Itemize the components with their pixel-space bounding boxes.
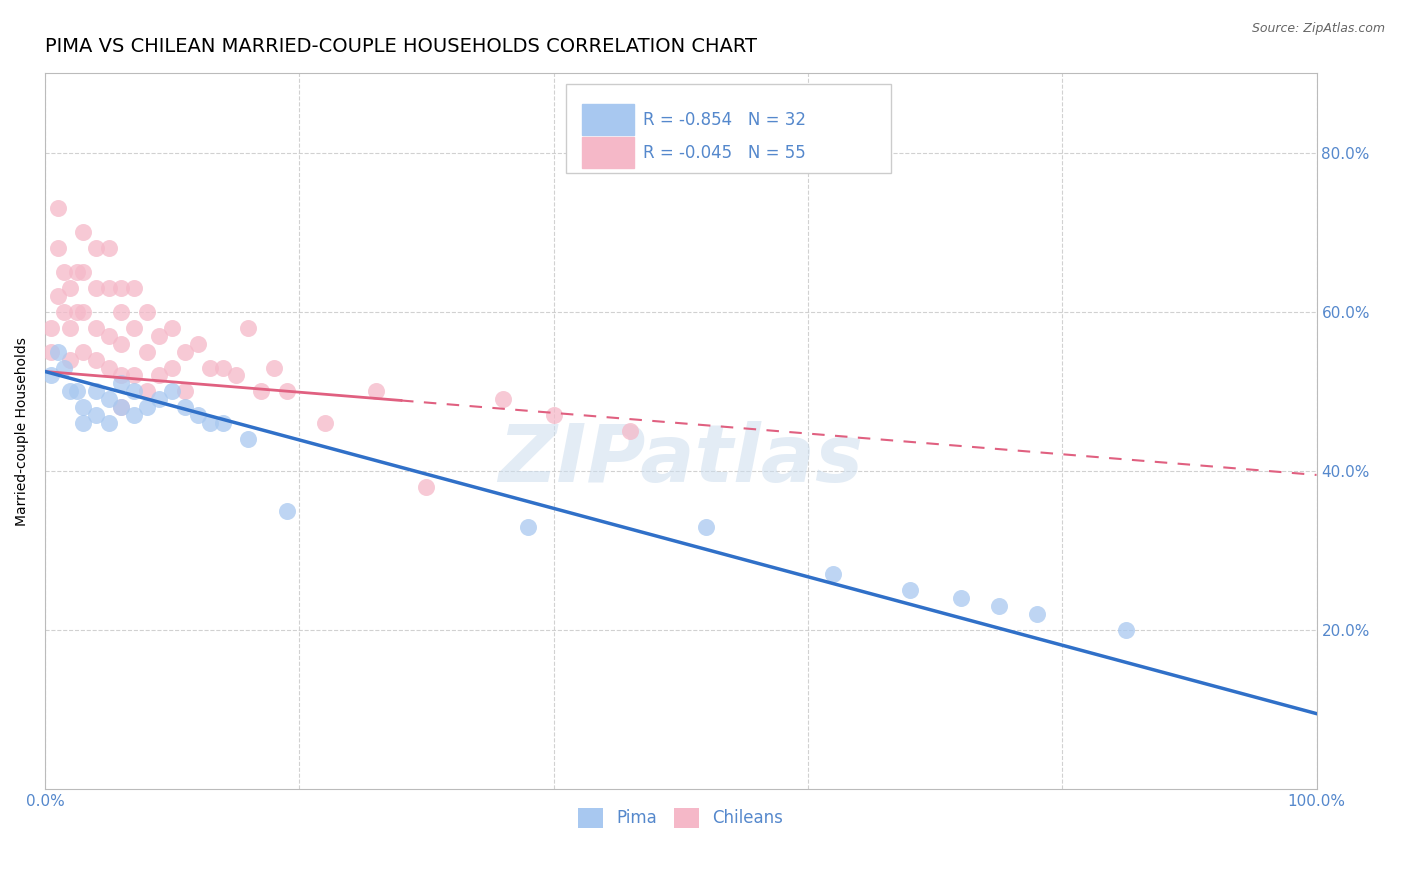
Point bbox=[84, 409, 107, 423]
Point bbox=[122, 368, 145, 383]
Point bbox=[200, 360, 222, 375]
Point bbox=[97, 392, 120, 407]
Point bbox=[66, 265, 89, 279]
Point bbox=[72, 265, 94, 279]
Point bbox=[72, 344, 94, 359]
Point bbox=[97, 328, 120, 343]
Text: R = -0.045   N = 55: R = -0.045 N = 55 bbox=[643, 144, 806, 161]
Point bbox=[276, 384, 298, 399]
Point bbox=[187, 409, 209, 423]
Point bbox=[492, 392, 515, 407]
Point bbox=[53, 305, 76, 319]
Point bbox=[97, 360, 120, 375]
FancyBboxPatch shape bbox=[567, 84, 890, 173]
Point bbox=[72, 416, 94, 430]
Point bbox=[46, 241, 69, 255]
Point bbox=[695, 519, 717, 533]
Point bbox=[949, 591, 972, 606]
Point bbox=[53, 265, 76, 279]
Point bbox=[84, 384, 107, 399]
Point bbox=[212, 416, 235, 430]
FancyBboxPatch shape bbox=[582, 136, 634, 169]
Point bbox=[173, 401, 195, 415]
Point bbox=[135, 344, 157, 359]
Point bbox=[110, 368, 132, 383]
Text: Source: ZipAtlas.com: Source: ZipAtlas.com bbox=[1251, 22, 1385, 36]
Point bbox=[987, 599, 1010, 614]
Point bbox=[110, 401, 132, 415]
Point bbox=[59, 352, 82, 367]
Point bbox=[110, 305, 132, 319]
Point bbox=[72, 225, 94, 239]
Point bbox=[122, 409, 145, 423]
Point bbox=[97, 281, 120, 295]
Point bbox=[41, 368, 63, 383]
Y-axis label: Married-couple Households: Married-couple Households bbox=[15, 337, 30, 525]
Point bbox=[84, 281, 107, 295]
Point bbox=[238, 320, 260, 334]
Legend: Pima, Chileans: Pima, Chileans bbox=[572, 801, 790, 835]
Text: ZIPatlas: ZIPatlas bbox=[498, 421, 863, 499]
Point bbox=[160, 360, 183, 375]
Point bbox=[97, 416, 120, 430]
Point bbox=[110, 401, 132, 415]
Point bbox=[41, 320, 63, 334]
Point bbox=[84, 241, 107, 255]
Point bbox=[364, 384, 387, 399]
Point bbox=[97, 241, 120, 255]
Point bbox=[59, 320, 82, 334]
Point bbox=[173, 384, 195, 399]
Point bbox=[135, 401, 157, 415]
Point bbox=[59, 281, 82, 295]
Point bbox=[160, 384, 183, 399]
Point bbox=[1115, 623, 1137, 637]
Point bbox=[148, 328, 170, 343]
Point bbox=[225, 368, 247, 383]
Point bbox=[238, 432, 260, 446]
Text: R = -0.854   N = 32: R = -0.854 N = 32 bbox=[643, 111, 806, 128]
Point bbox=[619, 424, 641, 438]
Point bbox=[250, 384, 273, 399]
Point bbox=[148, 368, 170, 383]
Point bbox=[276, 504, 298, 518]
Point bbox=[314, 416, 336, 430]
Point bbox=[148, 392, 170, 407]
Point bbox=[110, 281, 132, 295]
Point bbox=[200, 416, 222, 430]
Point bbox=[122, 384, 145, 399]
Point bbox=[46, 289, 69, 303]
Point bbox=[72, 305, 94, 319]
Point bbox=[110, 376, 132, 391]
Point bbox=[173, 344, 195, 359]
Point bbox=[415, 480, 437, 494]
Point bbox=[1025, 607, 1047, 622]
Point bbox=[212, 360, 235, 375]
Point bbox=[517, 519, 540, 533]
Point bbox=[160, 320, 183, 334]
Point bbox=[59, 384, 82, 399]
Point bbox=[122, 320, 145, 334]
Point bbox=[53, 360, 76, 375]
Point bbox=[84, 320, 107, 334]
Point bbox=[122, 281, 145, 295]
Point bbox=[72, 401, 94, 415]
Point bbox=[543, 409, 565, 423]
Point bbox=[41, 344, 63, 359]
Point bbox=[135, 384, 157, 399]
Point bbox=[66, 305, 89, 319]
Point bbox=[898, 583, 921, 598]
Point bbox=[187, 336, 209, 351]
Point bbox=[823, 567, 845, 582]
Point bbox=[135, 305, 157, 319]
FancyBboxPatch shape bbox=[582, 104, 634, 136]
Text: PIMA VS CHILEAN MARRIED-COUPLE HOUSEHOLDS CORRELATION CHART: PIMA VS CHILEAN MARRIED-COUPLE HOUSEHOLD… bbox=[45, 37, 756, 56]
Point bbox=[263, 360, 285, 375]
Point bbox=[46, 344, 69, 359]
Point bbox=[84, 352, 107, 367]
Point bbox=[110, 336, 132, 351]
Point bbox=[46, 202, 69, 216]
Point bbox=[66, 384, 89, 399]
